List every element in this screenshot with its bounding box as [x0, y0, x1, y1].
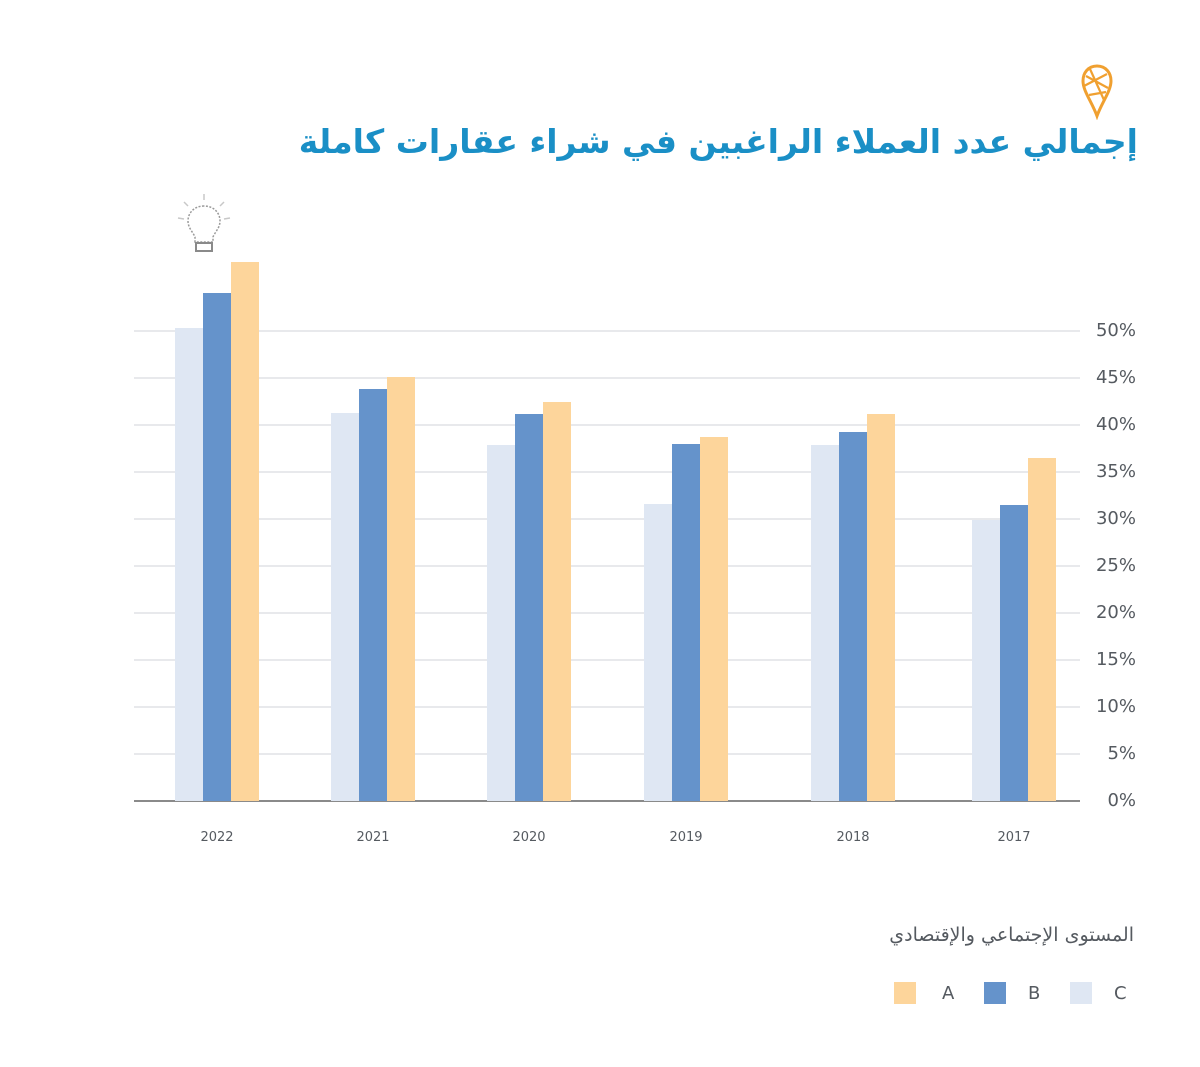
y-tick-label: 5%	[1107, 743, 1136, 764]
bar-2020-a	[543, 402, 571, 801]
bar-2017-b	[1000, 504, 1028, 801]
y-tick-label: 35%	[1095, 461, 1136, 482]
bar-2018-a	[867, 413, 895, 801]
bar-2019-a	[700, 437, 728, 801]
gridline	[134, 659, 1080, 661]
lightbulb-icon	[177, 194, 231, 252]
y-tick-label: 0%	[1107, 790, 1136, 811]
gridline	[134, 471, 1080, 473]
bar-2017-c	[972, 519, 1000, 801]
gridline	[134, 753, 1080, 755]
chart-title: إجمالي عدد العملاء الراغبين في شراء عقار…	[298, 122, 1138, 161]
y-tick-label: 25%	[1095, 555, 1136, 576]
bar-2021-b	[359, 389, 387, 801]
y-tick-label: 15%	[1095, 649, 1136, 670]
x-axis-line	[134, 800, 1080, 802]
location-pin-icon	[1081, 64, 1113, 120]
bar-2019-b	[672, 443, 700, 801]
legend-label-c: C	[1114, 983, 1127, 1004]
x-tick-label: 2018	[836, 830, 870, 845]
x-tick-label: 2019	[669, 830, 703, 845]
legend-swatch-c	[1070, 982, 1092, 1004]
bar-2018-b	[839, 431, 867, 801]
y-tick-label: 10%	[1095, 696, 1136, 717]
x-tick-label: 2022	[200, 830, 234, 845]
legend-title: المستوى الإجتماعي والإقتصادي	[889, 924, 1134, 946]
bar-2017-a	[1028, 457, 1056, 801]
bar-2020-c	[487, 444, 515, 801]
bar-2021-a	[387, 377, 415, 801]
gridline	[134, 565, 1080, 567]
legend-label-b: B	[1028, 983, 1041, 1004]
x-tick-label: 2017	[997, 830, 1031, 845]
bar-2018-c	[811, 444, 839, 801]
bar-2021-c	[331, 412, 359, 801]
gridline	[134, 612, 1080, 614]
gridline	[134, 377, 1080, 379]
bar-2022-c	[175, 328, 203, 801]
x-tick-label: 2020	[512, 830, 546, 845]
y-tick-label: 45%	[1095, 367, 1136, 388]
x-tick-label: 2021	[356, 830, 390, 845]
legend-swatch-b	[984, 982, 1006, 1004]
legend-label-a: A	[942, 983, 955, 1004]
legend-swatch-a	[894, 982, 916, 1004]
bar-2022-a	[231, 262, 259, 801]
bar-2019-c	[644, 503, 672, 801]
bar-2022-b	[203, 293, 231, 801]
y-tick-label: 30%	[1095, 508, 1136, 529]
y-tick-label: 40%	[1095, 414, 1136, 435]
y-tick-label: 20%	[1095, 602, 1136, 623]
bar-2020-b	[515, 413, 543, 801]
gridline	[134, 424, 1080, 426]
gridline	[134, 330, 1080, 332]
y-tick-label: 50%	[1095, 320, 1136, 341]
gridline	[134, 518, 1080, 520]
gridline	[134, 706, 1080, 708]
